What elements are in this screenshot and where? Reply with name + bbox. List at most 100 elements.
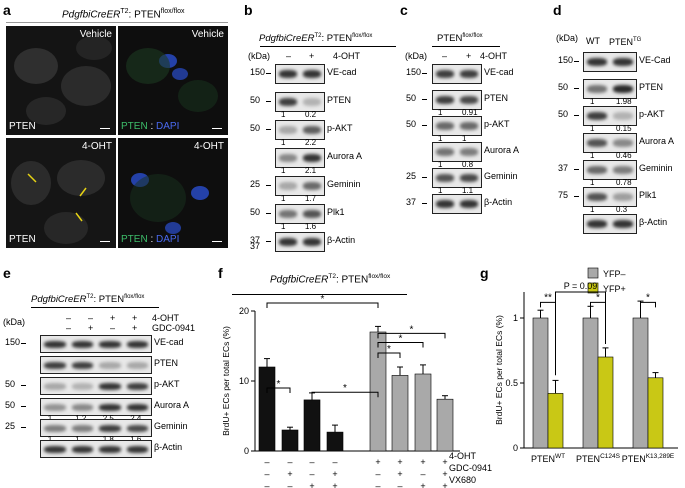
quant-value: 1 xyxy=(48,436,52,444)
blot-strip xyxy=(275,92,325,112)
blot-label: β-Actin xyxy=(154,442,183,452)
bracket-5-8 xyxy=(377,332,446,339)
blot-band xyxy=(44,403,66,411)
bracket-1-2 xyxy=(266,387,291,393)
blot-label: p-AKT xyxy=(639,109,665,119)
panel-g-letter: g xyxy=(480,265,489,281)
significance-star: * xyxy=(321,295,325,305)
group-sup: K13,289E xyxy=(646,453,675,460)
blot-strip xyxy=(275,64,325,84)
lane-sign: – xyxy=(397,481,402,488)
blot-strip xyxy=(583,214,637,234)
mw-tick xyxy=(21,406,26,407)
lane-sign: – xyxy=(88,313,94,323)
blot-band xyxy=(613,139,633,147)
panel-a-title: PdgfbiCreERT2: PTENflox/flox xyxy=(62,8,185,21)
quant-value: 1 xyxy=(281,166,286,175)
cells-texture xyxy=(126,48,218,112)
treatment-label: 4-OHT xyxy=(333,51,360,61)
lane-sign: – xyxy=(420,469,425,479)
blot-band xyxy=(613,85,633,93)
lane-sign: + xyxy=(132,323,138,333)
bar xyxy=(547,393,564,449)
lane-sign: + xyxy=(442,481,447,488)
legend-swatch xyxy=(587,267,599,279)
lane-pten-tg: PTENTG xyxy=(609,37,642,47)
lane-sign: + xyxy=(287,469,292,479)
mw-tick xyxy=(266,129,271,130)
bar xyxy=(414,373,432,452)
blot-label: Geminin xyxy=(484,171,518,181)
quant-value: 0.15 xyxy=(616,124,632,133)
lane-sign: + xyxy=(332,469,337,479)
blot-label: p-AKT xyxy=(154,379,180,389)
blot-band xyxy=(460,200,478,208)
y-tick-label: 1 xyxy=(513,313,518,323)
blot-label: Aurora A xyxy=(484,145,520,155)
lane-sign: – xyxy=(375,469,380,479)
mw-tick xyxy=(422,125,427,126)
blot-band xyxy=(99,403,121,411)
group-sup: WT xyxy=(555,453,565,460)
blot-band xyxy=(460,70,478,78)
quant-value: 1.6 xyxy=(305,222,317,231)
quant-value: 1.6 xyxy=(130,436,141,444)
blot-band xyxy=(303,154,321,162)
blot-strip xyxy=(40,398,152,416)
blot-band xyxy=(126,403,148,411)
legend-swatch xyxy=(587,282,599,294)
blot-band xyxy=(613,112,633,120)
mw-marker: 37 xyxy=(250,241,261,251)
bar xyxy=(369,331,387,452)
panel-e-letter: e xyxy=(3,265,11,281)
blot-band xyxy=(279,98,297,106)
lane-sign: – xyxy=(264,481,269,488)
label-vehicle: Vehicle xyxy=(79,29,112,40)
y-tick-label: 10 xyxy=(239,376,249,386)
blot-band xyxy=(279,154,297,162)
bar xyxy=(647,377,664,449)
quant-value: 1 xyxy=(590,205,595,214)
blot-label: PTEN xyxy=(327,95,352,105)
lane-sign: – xyxy=(375,481,380,488)
lane-sign: – xyxy=(66,313,72,323)
mw-marker: 75 xyxy=(558,190,569,200)
blot-band xyxy=(126,382,148,390)
mw-marker: 50 xyxy=(250,207,261,217)
y-tick-label: 0.5 xyxy=(505,378,518,388)
panel-e-title: PdgfbiCreERT2: PTENflox/flox xyxy=(31,294,145,306)
blot-band xyxy=(71,445,93,453)
panel-a-title-rule xyxy=(6,22,228,23)
bracket-5-6 xyxy=(377,352,401,358)
lane-sign: + xyxy=(397,469,402,479)
mw-marker: 50 xyxy=(5,379,16,389)
micrograph-4oht-pten: 4-OHT PTEN xyxy=(6,138,116,248)
y-tick-label: 20 xyxy=(239,306,249,316)
blot-band xyxy=(613,166,633,174)
bar xyxy=(597,356,614,449)
blot-band xyxy=(587,139,607,147)
significance-star: * xyxy=(343,383,347,394)
lane-sign: – xyxy=(442,51,448,61)
blot-strip xyxy=(583,52,637,72)
blot-band xyxy=(436,148,454,156)
panel-f-title-rule xyxy=(232,294,407,295)
label-pten-dapi: PTEN : DAPI xyxy=(121,234,180,245)
mw-tick xyxy=(21,385,26,386)
chart-f: 0 10 20 BrdU+ ECs per total ECs (%) * * * * * * – –… xyxy=(221,295,460,488)
blot-band xyxy=(99,361,121,369)
blot-band xyxy=(71,382,93,390)
quant-value: 1 xyxy=(281,222,286,231)
scale-bar xyxy=(212,241,222,242)
bar xyxy=(258,366,276,452)
blot-strip xyxy=(432,194,482,214)
blot-band xyxy=(460,122,478,130)
bar xyxy=(281,429,299,452)
bracket-1-5 xyxy=(266,302,379,308)
lane-sign: + xyxy=(420,481,425,488)
significance-bracket xyxy=(640,301,656,308)
group-name: PTEN xyxy=(622,454,646,464)
blot-band xyxy=(279,70,297,78)
blot-strip xyxy=(275,176,325,196)
blot-band xyxy=(279,210,297,218)
